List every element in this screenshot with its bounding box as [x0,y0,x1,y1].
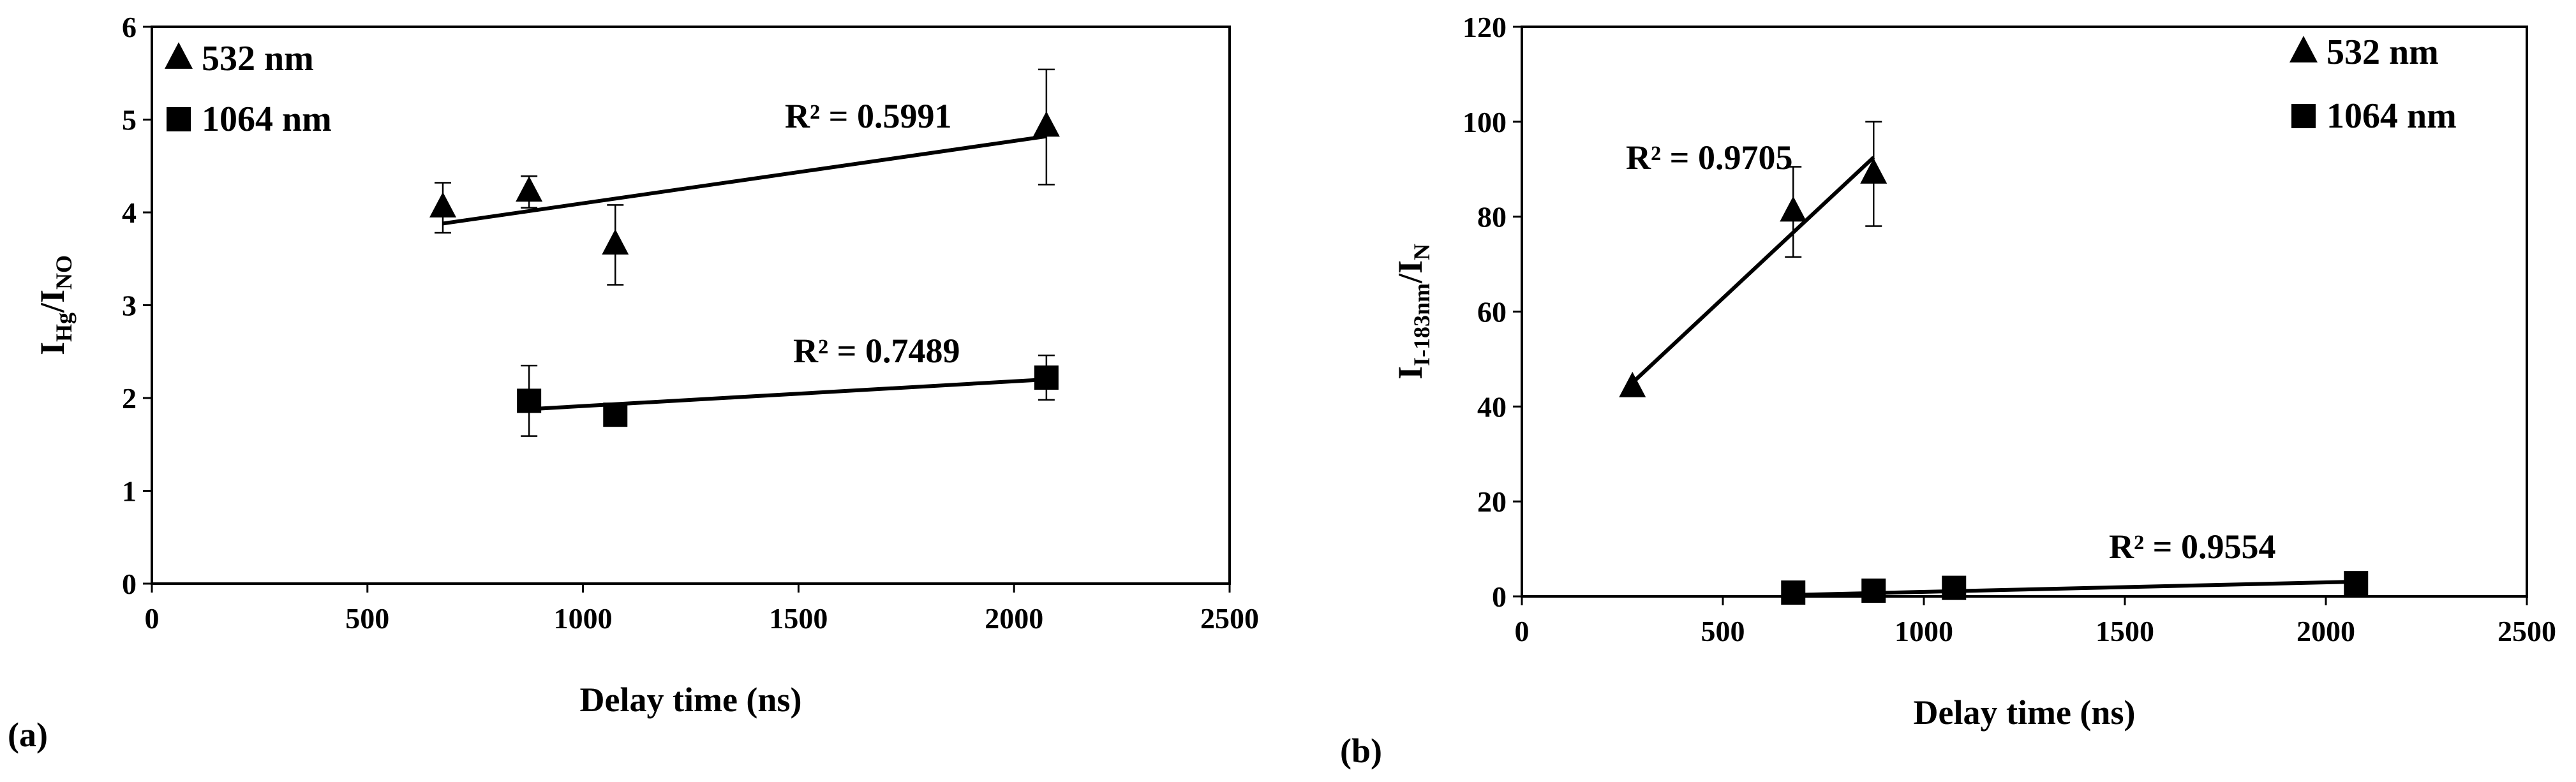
panel-b-y-tick-label: 40 [1477,390,1507,423]
panel-a-x-tick-label: 2500 [1200,602,1259,635]
panel-a-y-tick-label: 4 [122,196,137,229]
panel-b-x-tick-label: 500 [1701,615,1745,647]
panel-b-legend-marker-1064nm [2291,104,2316,128]
panel-a-x-tick-label: 1000 [554,602,613,635]
panel-a-y-tick-label: 6 [122,11,137,43]
panel-a-y-tick-label: 3 [122,290,137,322]
panel-b-legend-label: 1064 nm [2327,96,2457,136]
panel-a-series-1064nm-point [603,402,628,427]
panel-b-x-axis-title: Delay time (ns) [1914,693,2136,732]
panel-b-x-tick-label: 1500 [2096,615,2154,647]
panel-b-series-1064nm-point [1942,575,1967,600]
panel-b-y-tick-label: 0 [1492,580,1507,613]
panel-a-label: (a) [8,716,48,754]
panel-b-y-axis-title: II-183nm/IN [1391,244,1434,380]
panel-b-y-tick-label: 60 [1477,296,1507,328]
panel-b-series-1064nm-point [1861,579,1886,603]
panel-a-y-tick-label: 0 [122,568,137,600]
panel-b-label: (b) [1340,732,1382,770]
panel-a-x-tick-label: 0 [145,602,160,635]
panel-b-series-1064nm-point [1781,580,1806,605]
panel-b-y-tick-label: 100 [1463,106,1507,138]
panel-a-x-axis-title: Delay time (ns) [580,681,802,719]
panel-b-series-532nm-point [1860,158,1887,184]
panel-b-series-1064nm-point [2344,571,2369,596]
panel-b-x-tick-label: 0 [1515,615,1530,647]
panel-a-series-1064nm-r2-label: R² = 0.7489 [793,332,960,370]
panel-a-legend-marker-532nm [165,42,193,69]
panel-a-legend-marker-1064nm [167,107,191,131]
panel-b-series-1064nm-r2-label: R² = 0.9554 [2109,527,2275,566]
panel-a-y-tick-label: 1 [122,475,137,508]
panel-a-series-1064nm-point [517,388,542,413]
panel-a-x-tick-label: 500 [345,602,389,635]
panel-a-legend-label: 532 nm [202,39,314,78]
panel-b-x-tick-label: 1000 [1895,615,1953,647]
panel-b-series-532nm-trendline [1631,156,1875,385]
panel-b-y-tick-label: 20 [1477,485,1507,518]
panel-b-y-tick-label: 80 [1477,201,1507,233]
panel-a-series-532nm-trendline [442,134,1047,226]
panel-b-series-532nm-point [1780,196,1807,222]
panel-a-series-532nm-point [516,176,543,202]
panel-b-series-532nm-r2-label: R² = 0.9705 [1626,138,1792,177]
panel-b-x-tick-label: 2500 [2498,615,2556,647]
panel-a-y-tick-label: 5 [122,104,137,136]
panel-b-series-532nm-point [1619,371,1646,397]
panel-a-series-1064nm-point [1034,365,1059,390]
panel-b-legend-label: 532 nm [2327,33,2439,72]
panel-a-series-532nm-point [1032,111,1060,137]
panel-a-x-tick-label: 2000 [985,602,1043,635]
panel-b-x-tick-label: 2000 [2297,615,2355,647]
panel-a-series-532nm-point [429,191,457,218]
panel-b-y-tick-label: 120 [1463,11,1507,43]
panel-a-y-tick-label: 2 [122,382,137,415]
panel-a-x-tick-label: 1500 [769,602,828,635]
panel-a-series-532nm-r2-label: R² = 0.5991 [785,97,951,135]
panel-a-series-532nm-point [602,229,629,255]
panel-a-y-axis-title: IHg/INO [33,255,77,355]
panel-b-series-1064nm-trendline [1793,579,2356,597]
panel-a-legend-label: 1064 nm [202,100,332,139]
panel-b-legend-marker-532nm [2289,36,2318,63]
